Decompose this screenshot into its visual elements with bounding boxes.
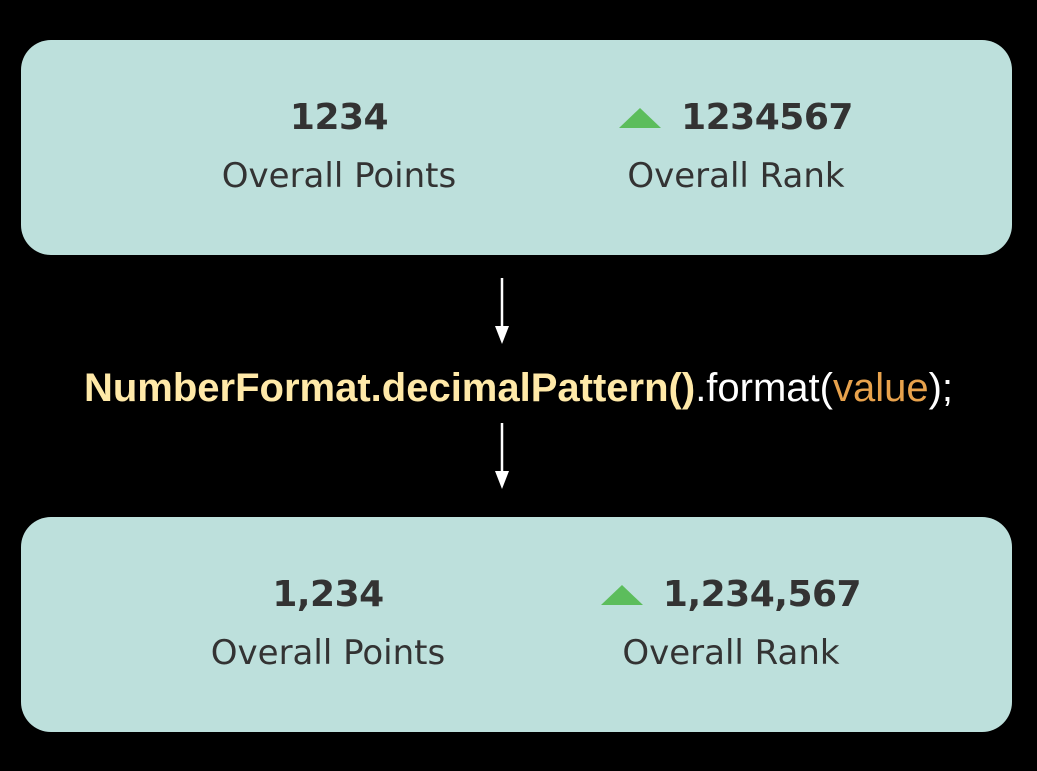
overall-rank-value: 1,234,567 xyxy=(551,569,911,619)
after-stats-card: 1,234 Overall Points 1,234,567 Overall R… xyxy=(21,517,1012,732)
overall-points-stat: 1,234 Overall Points xyxy=(148,569,508,674)
overall-points-value: 1234 xyxy=(159,92,519,142)
overall-rank-label: Overall Rank xyxy=(622,633,840,673)
code-end: ); xyxy=(928,366,954,410)
overall-points-label: Overall Points xyxy=(210,633,446,673)
overall-rank-value-text: 1234567 xyxy=(681,96,853,138)
overall-points-value: 1,234 xyxy=(148,569,508,619)
triangle-up-icon xyxy=(600,585,643,605)
triangle-up-icon xyxy=(619,108,662,128)
down-arrow-icon xyxy=(495,278,509,344)
overall-rank-value: 1234567 xyxy=(556,92,916,142)
overall-rank-stat: 1,234,567 Overall Rank xyxy=(551,569,911,673)
code-method: .format( xyxy=(695,366,833,410)
overall-points-value-text: 1,234 xyxy=(272,573,384,615)
overall-rank-stat: 1234567 Overall Rank xyxy=(556,92,916,196)
code-arg: value xyxy=(832,366,929,410)
down-arrow-icon xyxy=(495,423,509,489)
format-code-snippet: NumberFormat.decimalPattern().format(val… xyxy=(0,362,1037,414)
before-stats-card: 1234 Overall Points 1234567 Overall Rank xyxy=(21,40,1012,255)
overall-points-value-text: 1234 xyxy=(289,96,389,138)
overall-rank-label: Overall Rank xyxy=(627,156,845,196)
overall-points-label: Overall Points xyxy=(221,156,457,196)
code-call: NumberFormat.decimalPattern() xyxy=(83,366,696,410)
overall-rank-value-text: 1,234,567 xyxy=(662,573,862,615)
overall-points-stat: 1234 Overall Points xyxy=(159,92,519,197)
